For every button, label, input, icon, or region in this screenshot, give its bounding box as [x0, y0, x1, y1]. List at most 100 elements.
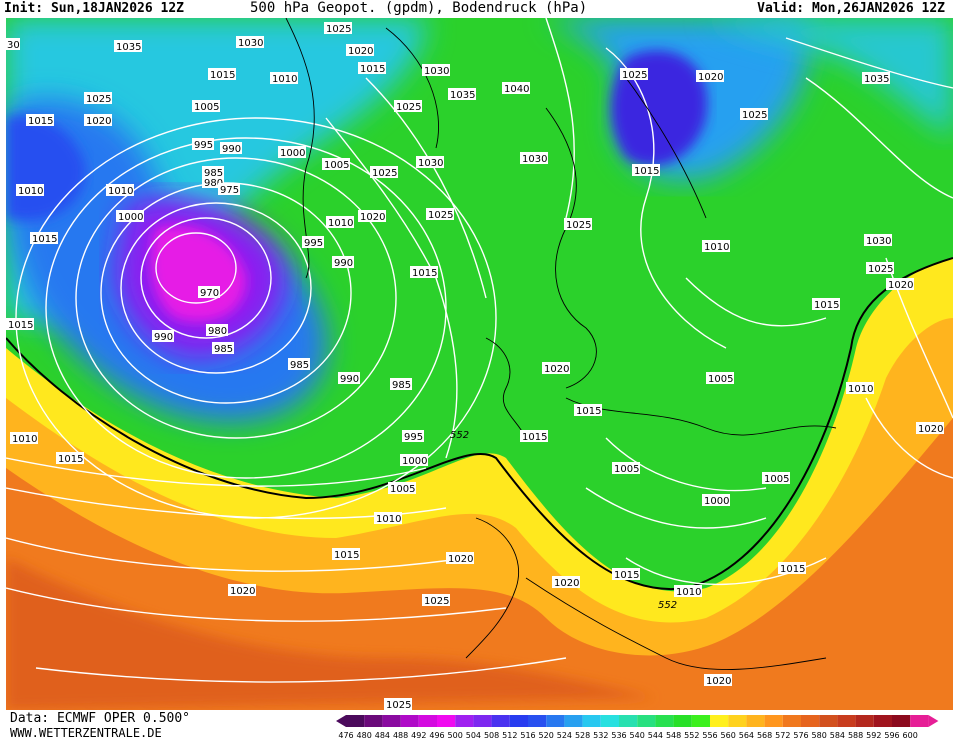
svg-text:1015: 1015: [8, 320, 33, 331]
label-985-b: 985: [212, 342, 234, 355]
label-1010-h: 1010: [270, 72, 298, 85]
svg-text:1025: 1025: [622, 70, 647, 81]
svg-text:1020: 1020: [360, 212, 385, 223]
label-1020-g: 1020: [446, 552, 474, 565]
svg-text:1015: 1015: [412, 268, 437, 279]
label-552-a: 552: [450, 430, 469, 441]
svg-text:995: 995: [404, 432, 423, 443]
svg-text:1020: 1020: [698, 72, 723, 83]
color-legend: 476 480 484 488 492 496 500 504 508 512 516 520 524 5…: [336, 713, 956, 739]
legend-swatch: [692, 715, 710, 727]
label-1005-c: 1005: [706, 372, 734, 385]
label-1020-d: 1020: [886, 278, 914, 291]
label-970-a: 970: [198, 286, 220, 299]
svg-text:1015: 1015: [28, 116, 53, 127]
legend-level-label: 536: [611, 731, 626, 739]
label-990-a: 990: [220, 142, 242, 155]
svg-text:1020: 1020: [918, 424, 943, 435]
label-1000-c: 1000: [702, 494, 730, 507]
label-1010-c: 1010: [10, 432, 38, 445]
svg-text:1015: 1015: [210, 70, 235, 81]
svg-text:990: 990: [340, 374, 359, 385]
label-1020-k: 1020: [346, 44, 374, 57]
legend-level-label: 528: [575, 731, 590, 739]
legend-swatch: [546, 715, 564, 727]
legend-swatch: [528, 715, 546, 727]
svg-text:1000: 1000: [118, 212, 143, 223]
svg-text:1000: 1000: [704, 496, 729, 507]
label-1030-a: 1030: [236, 36, 264, 49]
svg-text:1015: 1015: [32, 234, 57, 245]
legend-level-label: 544: [648, 731, 663, 739]
svg-text:975: 975: [220, 185, 239, 196]
svg-text:1005: 1005: [390, 484, 415, 495]
svg-text:990: 990: [154, 332, 173, 343]
legend-swatch: [819, 715, 837, 727]
svg-text:995: 995: [194, 140, 213, 151]
svg-text:1015: 1015: [334, 550, 359, 561]
legend-swatch: [637, 715, 655, 727]
svg-text:1015: 1015: [360, 64, 385, 75]
label-1010-a: 1010: [16, 184, 44, 197]
label-1015-f: 1015: [812, 298, 840, 311]
legend-level-label: 572: [775, 731, 790, 739]
init-time: Init: Sun,18JAN2026 12Z: [4, 1, 184, 16]
label-1025-b: 1025: [422, 594, 450, 607]
label-1005-d: 1005: [612, 462, 640, 475]
legend-swatch: [419, 715, 437, 727]
svg-text:1020: 1020: [706, 676, 731, 687]
svg-text:985: 985: [290, 360, 309, 371]
label-1010-e: 1010: [846, 382, 874, 395]
svg-text:1020: 1020: [348, 46, 373, 57]
svg-text:1025: 1025: [372, 168, 397, 179]
label-975-a: 975: [218, 183, 240, 196]
label-985-d: 985: [390, 378, 412, 391]
svg-text:1025: 1025: [386, 700, 411, 710]
legend-swatch: [455, 715, 473, 727]
legend-level-label: 556: [702, 731, 717, 739]
svg-text:985: 985: [214, 344, 233, 355]
legend-swatch: [473, 715, 491, 727]
legend-level-label: 504: [466, 731, 481, 739]
label-990-d: 990: [332, 256, 354, 269]
label-1005-b: 1005: [388, 482, 416, 495]
legend-arrow-left: [336, 715, 346, 727]
legend-swatch: [564, 715, 582, 727]
map-header: Init: Sun,18JAN2026 12Z 500 hPa Geopot. …: [0, 0, 959, 18]
label-1030-d: 1030: [416, 156, 444, 169]
label-990-c: 990: [338, 372, 360, 385]
svg-text:1015: 1015: [58, 454, 83, 465]
label-1025-e: 1025: [740, 108, 768, 121]
legend-level-label: 548: [666, 731, 681, 739]
valid-time: Valid: Mon,26JAN2026 12Z: [757, 1, 945, 16]
svg-text:1030: 1030: [424, 66, 449, 77]
svg-text:1025: 1025: [424, 596, 449, 607]
legend-level-label: 576: [793, 731, 808, 739]
label-1015-c: 1015: [56, 452, 84, 465]
svg-text:1010: 1010: [18, 186, 43, 197]
svg-text:1010: 1010: [12, 434, 37, 445]
label-1015-i: 1015: [778, 562, 806, 575]
svg-text:970: 970: [200, 288, 219, 299]
legend-swatches: [336, 715, 938, 727]
svg-text:1000: 1000: [402, 456, 427, 467]
label-995-c: 995: [302, 236, 324, 249]
label-1025-a: 1025: [84, 92, 112, 105]
label-552-b: 552: [658, 600, 677, 611]
legend-level-label: 512: [502, 731, 517, 739]
label-1000-b: 1000: [400, 454, 428, 467]
legend-level-label: 492: [411, 731, 426, 739]
label-1025-g: 1025: [384, 698, 412, 710]
svg-text:1020: 1020: [554, 578, 579, 589]
label-1025-j: 1025: [394, 100, 422, 113]
legend-level-label: 580: [812, 731, 827, 739]
legend-level-label: 560: [721, 731, 736, 739]
legend-level-label: 524: [557, 731, 572, 739]
legend-level-label: 584: [830, 731, 845, 739]
svg-text:1025: 1025: [566, 220, 591, 231]
label-1020-i: 1020: [704, 674, 732, 687]
svg-text:1010: 1010: [848, 384, 873, 395]
svg-text:1005: 1005: [614, 464, 639, 475]
weather-map: 1035 1030 1025 1020 1015 1010 1005 1000 …: [6, 18, 953, 710]
legend-swatch: [783, 715, 801, 727]
